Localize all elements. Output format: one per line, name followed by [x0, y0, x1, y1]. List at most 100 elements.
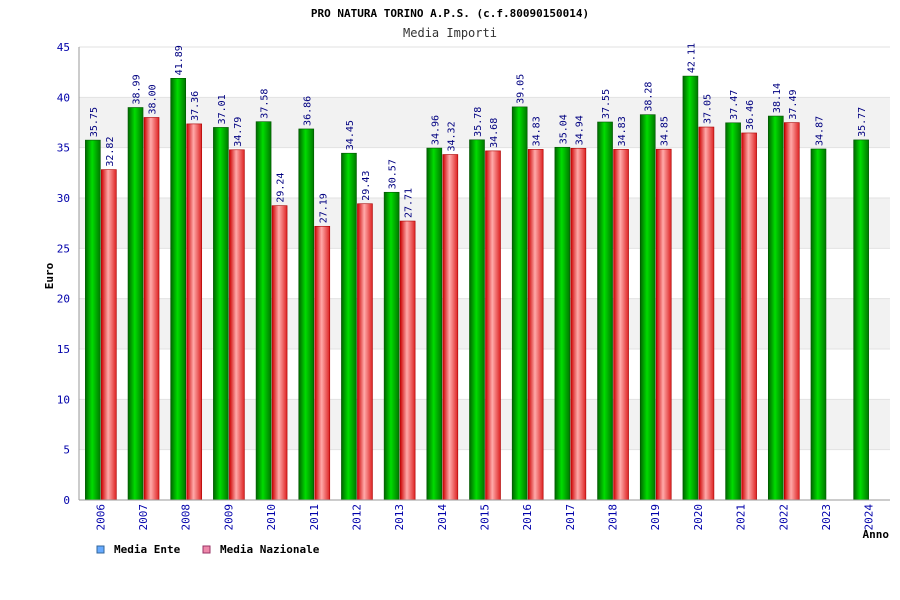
x-tick-label: 2015 [479, 504, 492, 531]
bar-media-ente [341, 152, 357, 501]
bar-label-media-ente: 34.45 [345, 120, 356, 150]
bar-media-ente [597, 121, 613, 501]
bar-label-media-nazionale: 34.94 [574, 115, 585, 145]
bar-media-nazionale [442, 154, 459, 501]
bar-media-ente [853, 139, 869, 501]
legend-swatch-nazionale [202, 545, 211, 554]
x-tick-label: 2010 [265, 504, 278, 531]
x-tick-label: 2013 [393, 504, 406, 531]
x-tick-label: 2017 [564, 504, 577, 531]
x-tick-label: 2008 [180, 504, 193, 531]
bar-label-media-nazionale: 38.00 [148, 84, 159, 114]
bar-label-media-nazionale: 34.68 [489, 118, 500, 148]
bar-media-ente [85, 139, 101, 501]
x-tick-label: 2016 [521, 504, 534, 531]
bar-media-ente [767, 115, 784, 501]
x-tick-label: 2006 [94, 504, 107, 531]
bar-media-ente [682, 75, 699, 501]
bar-media-ente [511, 106, 528, 501]
x-tick-label: 2023 [820, 504, 833, 531]
bar-label-media-nazionale: 34.83 [617, 116, 628, 146]
bar-label-media-ente: 41.89 [174, 45, 185, 75]
bar-label-media-nazionale: 27.19 [318, 193, 329, 223]
x-tick-label: 2012 [350, 504, 363, 531]
y-tick-label: 0 [63, 494, 70, 507]
bar-label-media-ente: 42.11 [686, 43, 697, 73]
y-tick-label: 15 [57, 343, 70, 356]
y-axis-ticks: 0 5 10 15 20 25 30 35 40 45 [57, 41, 70, 507]
x-tick-label: 2011 [308, 504, 321, 531]
bar-label-media-ente: 38.99 [132, 74, 143, 104]
chart-title: PRO NATURA TORINO A.P.S. (c.f.8009015001… [311, 7, 589, 20]
chart-subtitle: Media Importi [403, 26, 497, 40]
bar-label-media-nazionale: 36.46 [745, 100, 756, 130]
x-tick-label: 2022 [777, 504, 790, 531]
bar-media-nazionale [271, 205, 288, 501]
x-axis-ticks: 2006 2007 2008 2009 2010 2011 2012 2013 2014 2015… [94, 504, 875, 531]
x-tick-label: 2024 [863, 504, 876, 531]
legend: Media Ente Media Nazionale [96, 543, 320, 556]
bar-label-media-ente: 35.77 [857, 107, 868, 137]
x-tick-label: 2021 [735, 504, 748, 531]
y-tick-label: 10 [57, 393, 70, 406]
bar-label-media-nazionale: 29.43 [361, 171, 372, 201]
bar-label-media-ente: 34.87 [814, 116, 825, 146]
bar-label-media-nazionale: 34.32 [446, 121, 457, 151]
bar-label-media-ente: 35.04 [558, 114, 569, 144]
x-tick-label: 2019 [649, 504, 662, 531]
legend-label-nazionale: Media Nazionale [220, 543, 320, 556]
bar-label-media-ente: 34.96 [430, 115, 441, 145]
bar-media-ente [426, 147, 443, 501]
bar-media-nazionale [485, 150, 501, 501]
bar-media-nazionale [229, 149, 245, 501]
y-tick-label: 45 [57, 41, 70, 54]
bar-label-media-nazionale: 34.79 [233, 117, 244, 147]
bar-media-nazionale [570, 147, 587, 501]
bar-media-nazionale [613, 149, 629, 501]
bar-label-media-ente: 37.58 [260, 89, 271, 119]
bar-media-nazionale [399, 220, 416, 501]
bar-media-ente [127, 107, 144, 501]
bar-label-media-ente: 39.05 [516, 74, 527, 104]
y-tick-label: 5 [63, 444, 70, 457]
y-tick-label: 25 [57, 242, 70, 255]
bar-media-ente [639, 114, 656, 501]
x-axis-title: Anno [863, 528, 890, 541]
bar-media-nazionale [186, 123, 203, 501]
bar-label-media-nazionale: 37.05 [702, 94, 713, 124]
bar-label-media-ente: 38.14 [772, 83, 783, 113]
legend-swatch-ente [96, 545, 105, 554]
bar-media-nazionale [101, 169, 117, 501]
bar-media-nazionale [357, 203, 373, 501]
legend-label-ente: Media Ente [114, 543, 181, 556]
bar-label-media-ente: 35.78 [473, 107, 484, 137]
bar-media-ente [213, 127, 229, 501]
x-tick-label: 2007 [137, 504, 150, 531]
bar-label-media-ente: 37.55 [601, 89, 612, 119]
bar-label-media-ente: 38.28 [644, 82, 655, 112]
bar-label-media-nazionale: 34.83 [532, 116, 543, 146]
bar-media-ente [810, 148, 827, 501]
bar-media-ente [725, 122, 741, 501]
x-tick-label: 2018 [607, 504, 620, 531]
bar-label-media-nazionale: 27.71 [404, 188, 415, 218]
bar-label-media-nazionale: 29.24 [276, 173, 287, 203]
bars [85, 75, 869, 501]
bar-label-media-nazionale: 34.85 [660, 116, 671, 146]
bar-media-ente [255, 121, 272, 501]
bar-label-media-nazionale: 37.36 [190, 91, 201, 121]
y-tick-label: 20 [57, 293, 70, 306]
bar-media-ente [298, 128, 315, 501]
bar-media-nazionale [741, 132, 757, 501]
bar-label-media-ente: 37.47 [729, 90, 740, 120]
bar-media-nazionale [698, 126, 715, 501]
bar-media-ente [383, 191, 400, 501]
bar-label-media-ente: 35.75 [89, 107, 100, 137]
bar-media-nazionale [655, 148, 672, 501]
bar-media-ente [469, 139, 485, 501]
bar-media-nazionale [314, 225, 331, 501]
bar-labels: 35.75 32.82 38.99 38.00 41.89 37.36 37.01 34.79… [89, 43, 868, 223]
bar-media-ente [170, 78, 187, 501]
bar-label-media-nazionale: 32.82 [105, 137, 116, 167]
